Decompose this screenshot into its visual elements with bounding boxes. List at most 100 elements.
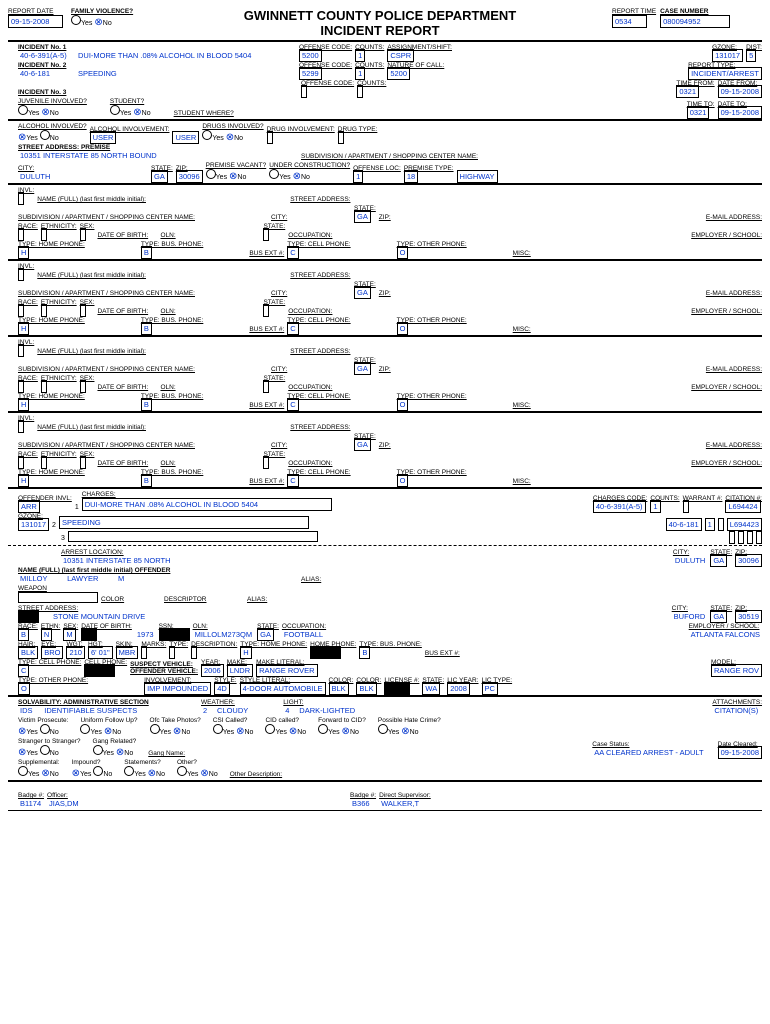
chg3-code: [729, 531, 735, 544]
invl-sex: [80, 228, 86, 241]
sup-no[interactable]: [41, 770, 49, 778]
ji-label: JUVENILE INVOLVED?: [18, 98, 87, 105]
alias-label: ALIAS:: [301, 576, 321, 583]
cid-no[interactable]: [289, 728, 297, 736]
uc-yes[interactable]: [269, 169, 279, 179]
invl-code: [18, 268, 24, 281]
ji-no[interactable]: [41, 109, 49, 117]
fv-yes[interactable]: [71, 15, 81, 25]
vp-no[interactable]: [40, 724, 50, 734]
inc2-rtype: INCIDENT/ARREST: [688, 67, 762, 80]
fwc-yes[interactable]: [318, 724, 328, 734]
csi-label: CSI Called?: [213, 717, 254, 724]
di-yes[interactable]: [202, 130, 212, 140]
rt-label: REPORT TIME: [612, 8, 656, 15]
inc2-desc: SPEEDING: [76, 69, 119, 78]
off-first: LAWYER: [65, 574, 100, 583]
sup-label: Supplemental:: [18, 759, 60, 766]
al-label: ARREST LOCATION:: [61, 549, 341, 556]
invl-hp: H: [18, 246, 29, 259]
cid-yes[interactable]: [265, 724, 275, 734]
chg1-cnt: 1: [650, 500, 660, 513]
phc-no[interactable]: [401, 728, 409, 736]
admin-side-label: ADMIN: [0, 700, 2, 728]
inc1-label: INCIDENT No. 1: [18, 44, 73, 51]
cn-label: CASE NUMBER: [660, 8, 730, 15]
incident-side-label: INCIDENT: [0, 22, 2, 63]
offender-section: OFFENDER OFFENDER INVL:ARR 1 CHARGES:DUI…: [8, 489, 762, 697]
uf-no[interactable]: [104, 728, 112, 736]
invl-block-2: INVL:NAME (FULL) (last first middle init…: [8, 337, 762, 413]
csi-yes[interactable]: [213, 724, 223, 734]
otp-yes[interactable]: [150, 724, 160, 734]
date-to: 09-15-2008: [718, 106, 762, 119]
case-status: AA CLEARED ARREST - ADULT: [592, 748, 705, 757]
sup-yes[interactable]: [18, 766, 28, 776]
inc1-off: 5200: [299, 49, 322, 62]
off-occ: FOOTBALL: [282, 630, 325, 639]
off-hp: H: [240, 646, 251, 659]
invl-op: O: [397, 322, 409, 335]
cid-label: CID called?: [265, 717, 306, 724]
off-zip: 30519: [735, 610, 762, 623]
bdg2-label: Badge #:: [350, 792, 376, 799]
invl-sex: [80, 456, 86, 469]
phc-yes[interactable]: [378, 724, 388, 734]
inc1-code: 40-6-391(A-5): [18, 51, 69, 60]
solv-label: SOLVABILITY: ADMINISTRATIVE SECTION: [18, 699, 198, 706]
chg2-desc: SPEEDING: [59, 516, 309, 529]
inc1-desc: DUI-MORE THAN .08% ALCOHOL IN BLOOD 5404: [76, 51, 253, 60]
invl-olnst: [263, 380, 269, 393]
off-olnst: GA: [257, 628, 274, 641]
oth-yes[interactable]: [177, 766, 187, 776]
gr-yes[interactable]: [93, 745, 103, 755]
invl-eth: [41, 304, 47, 317]
imp-no[interactable]: [93, 766, 103, 776]
weather: CLOUDY: [215, 706, 250, 715]
csi-no[interactable]: [236, 728, 244, 736]
oocc-label: OCCUPATION:: [282, 623, 326, 630]
invl-hp: H: [18, 398, 29, 411]
off-state: GA: [710, 610, 727, 623]
invl-block-0: INVL:NAME (FULL) (last first middle init…: [8, 185, 762, 261]
veh-lyr: 2008: [447, 682, 470, 695]
sap-label: STREET ADDRESS: PREMISE: [18, 144, 298, 151]
attach: CITATION(S): [712, 706, 760, 715]
fv-no[interactable]: [94, 19, 102, 27]
drug-inv: [267, 131, 273, 144]
inc1-ass: CSPR: [387, 49, 414, 62]
off-gz: 131017: [18, 518, 49, 531]
prem-offloc: 1: [353, 170, 363, 183]
stu-no[interactable]: [133, 109, 141, 117]
oth-no[interactable]: [200, 770, 208, 778]
ooln-label: OLN:: [193, 623, 255, 630]
chg2-cit: L694423: [727, 518, 762, 531]
invl-race: [18, 304, 24, 317]
uc-no[interactable]: [293, 173, 301, 181]
imp-yes[interactable]: [72, 770, 80, 778]
inc2-label: INCIDENT No. 2: [18, 62, 73, 69]
stm-yes[interactable]: [124, 766, 134, 776]
uf-yes[interactable]: [80, 724, 90, 734]
fwc-no[interactable]: [342, 728, 350, 736]
badge2: B366: [350, 799, 372, 808]
invl-cp: C: [287, 246, 298, 259]
premise-side-label: PREMISE: [0, 98, 2, 137]
officer1: JIAS,DM: [47, 799, 81, 808]
stm-no[interactable]: [148, 770, 156, 778]
inc2-code: 40-6-181: [18, 69, 52, 78]
stm-label: Statements?: [124, 759, 165, 766]
invl-cp: C: [287, 474, 298, 487]
stu-yes[interactable]: [110, 105, 120, 115]
date-cleared: 09-15-2008: [718, 746, 762, 759]
supervisor: WALKER,T: [379, 799, 421, 808]
oemp-label: EMPLOYER / SCHOOL:: [689, 623, 762, 630]
ds-label: Direct Supervisor:: [379, 792, 431, 799]
pv-yes[interactable]: [206, 169, 216, 179]
s2s-no[interactable]: [40, 745, 50, 755]
di-no[interactable]: [226, 134, 234, 142]
ai-no[interactable]: [40, 130, 50, 140]
uf-label: Uniform Follow Up?: [80, 717, 137, 724]
ji-yes[interactable]: [18, 105, 28, 115]
wpn-label: WEAPON: [18, 585, 98, 592]
